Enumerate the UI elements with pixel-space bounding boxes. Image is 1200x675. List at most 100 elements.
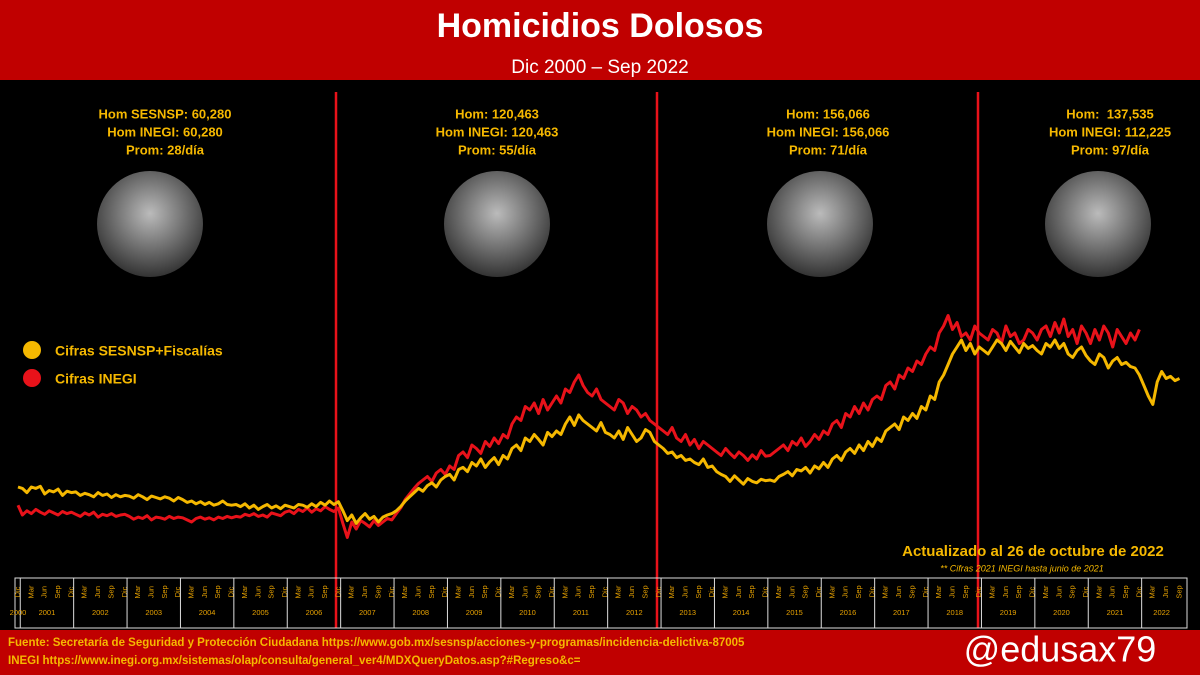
x-tick-label: Mar bbox=[614, 585, 623, 598]
x-tick-label: Sep bbox=[587, 585, 596, 598]
year-label: 2002 bbox=[92, 608, 109, 617]
period-stat: Prom: 28/día bbox=[126, 142, 205, 157]
x-tick-label: Mar bbox=[400, 585, 409, 598]
x-tick-label: Sep bbox=[320, 585, 329, 598]
photo bbox=[444, 171, 550, 277]
x-tick-label: Dic bbox=[974, 586, 983, 597]
x-tick-label: Mar bbox=[80, 585, 89, 598]
x-tick-label: Sep bbox=[854, 585, 863, 598]
period-stat: Hom INEGI: 112,225 bbox=[1049, 124, 1171, 139]
x-tick-label: Mar bbox=[774, 585, 783, 598]
x-tick-label: Dic bbox=[173, 586, 182, 597]
year-label: 2016 bbox=[840, 608, 857, 617]
x-tick-label: Dic bbox=[707, 586, 716, 597]
x-tick-label: Dic bbox=[333, 586, 342, 597]
year-label: 2005 bbox=[252, 608, 269, 617]
period-stat: Prom: 55/día bbox=[458, 142, 537, 157]
x-tick-label: Sep bbox=[694, 585, 703, 598]
year-label: 2000 bbox=[10, 608, 27, 617]
x-tick-label: Jun bbox=[146, 586, 155, 598]
year-label: 2015 bbox=[786, 608, 803, 617]
x-tick-label: Sep bbox=[961, 585, 970, 598]
x-tick-label: Jun bbox=[787, 586, 796, 598]
x-tick-label: Mar bbox=[1041, 585, 1050, 598]
legend-marker bbox=[23, 369, 41, 387]
x-tick-label: Sep bbox=[747, 585, 756, 598]
photos bbox=[97, 171, 1151, 277]
x-tick-label: Sep bbox=[160, 585, 169, 598]
x-tick-label: Dic bbox=[227, 586, 236, 597]
footer bbox=[0, 630, 1200, 675]
x-tick-label: Sep bbox=[53, 585, 62, 598]
x-axis-box bbox=[14, 577, 1188, 629]
x-tick-label: Mar bbox=[187, 585, 196, 598]
x-tick-label: Jun bbox=[627, 586, 636, 598]
x-tick-label: Sep bbox=[106, 585, 115, 598]
year-label: 2006 bbox=[306, 608, 323, 617]
x-tick-label: Sep bbox=[640, 585, 649, 598]
period-stat: Hom: 137,535 bbox=[1066, 106, 1153, 121]
year-label: 2010 bbox=[519, 608, 536, 617]
x-tick-label: Dic bbox=[387, 586, 396, 597]
x-tick-label: Dic bbox=[814, 586, 823, 597]
x-tick-label: Dic bbox=[1134, 586, 1143, 597]
period-stat: Hom INEGI: 156,066 bbox=[767, 124, 890, 139]
x-tick-label: Sep bbox=[1014, 585, 1023, 598]
year-label: 2008 bbox=[412, 608, 429, 617]
x-tick-label: Sep bbox=[907, 585, 916, 598]
x-tick-label: Jun bbox=[894, 586, 903, 598]
source: INEGI https://www.inegi.org.mx/sistemas/… bbox=[8, 655, 581, 667]
period-stat: Hom INEGI: 60,280 bbox=[107, 124, 223, 139]
x-tick-label: Dic bbox=[494, 586, 503, 597]
year-label: 2022 bbox=[1153, 608, 1170, 617]
x-tick-label: Dic bbox=[921, 586, 930, 597]
x-tick-label: Jun bbox=[253, 586, 262, 598]
x-tick-label: Sep bbox=[1174, 585, 1183, 598]
x-tick-label: Mar bbox=[1148, 585, 1157, 598]
x-tick-label: Mar bbox=[1094, 585, 1103, 598]
year-label: 2009 bbox=[466, 608, 483, 617]
period-stat: Prom: 71/día bbox=[789, 142, 868, 157]
x-tick-label: Dic bbox=[547, 586, 556, 597]
chart-subtitle: Dic 2000 – Sep 2022 bbox=[511, 57, 688, 78]
x-tick-label: Dic bbox=[13, 586, 22, 597]
period-stat: Hom SESNSP: 60,280 bbox=[99, 106, 232, 121]
x-tick-label: Mar bbox=[560, 585, 569, 598]
x-tick-label: Sep bbox=[480, 585, 489, 598]
year-label: 2001 bbox=[39, 608, 56, 617]
x-tick-label: Jun bbox=[467, 586, 476, 598]
x-tick-label: Mar bbox=[827, 585, 836, 598]
x-tick-label: Dic bbox=[440, 586, 449, 597]
footnote: ** Cifras 2021 INEGI hasta junio de 2021 bbox=[940, 563, 1104, 573]
year-label: 2012 bbox=[626, 608, 643, 617]
year-label: 2019 bbox=[1000, 608, 1017, 617]
x-tick-label: Mar bbox=[454, 585, 463, 598]
x-tick-label: Jun bbox=[841, 586, 850, 598]
x-tick-label: Jun bbox=[1054, 586, 1063, 598]
x-tick-label: Jun bbox=[574, 586, 583, 598]
year-label: 2003 bbox=[145, 608, 162, 617]
x-tick-label: Jun bbox=[1108, 586, 1117, 598]
x-tick-label: Jun bbox=[360, 586, 369, 598]
year-label: 2011 bbox=[573, 608, 589, 617]
year-label: 2017 bbox=[893, 608, 910, 617]
year-label: 2018 bbox=[946, 608, 963, 617]
x-tick-label: Mar bbox=[507, 585, 516, 598]
x-tick-label: Sep bbox=[534, 585, 543, 598]
period-stat: Hom INEGI: 120,463 bbox=[436, 124, 559, 139]
period-stat: Hom: 156,066 bbox=[786, 106, 870, 121]
year-label: 2021 bbox=[1107, 608, 1124, 617]
x-tick-label: Jun bbox=[680, 586, 689, 598]
x-tick-label: Mar bbox=[988, 585, 997, 598]
period-stat: Prom: 97/día bbox=[1071, 142, 1150, 157]
x-tick-label: Sep bbox=[801, 585, 810, 598]
source: Fuente: Secretaría de Seguridad y Protec… bbox=[8, 637, 745, 649]
x-tick-label: Jun bbox=[307, 586, 316, 598]
year-label: 2004 bbox=[199, 608, 216, 617]
year-label: 2007 bbox=[359, 608, 376, 617]
x-tick-label: Jun bbox=[1001, 586, 1010, 598]
year-label: 2013 bbox=[679, 608, 696, 617]
photo bbox=[97, 171, 203, 277]
x-tick-label: Dic bbox=[1028, 586, 1037, 597]
